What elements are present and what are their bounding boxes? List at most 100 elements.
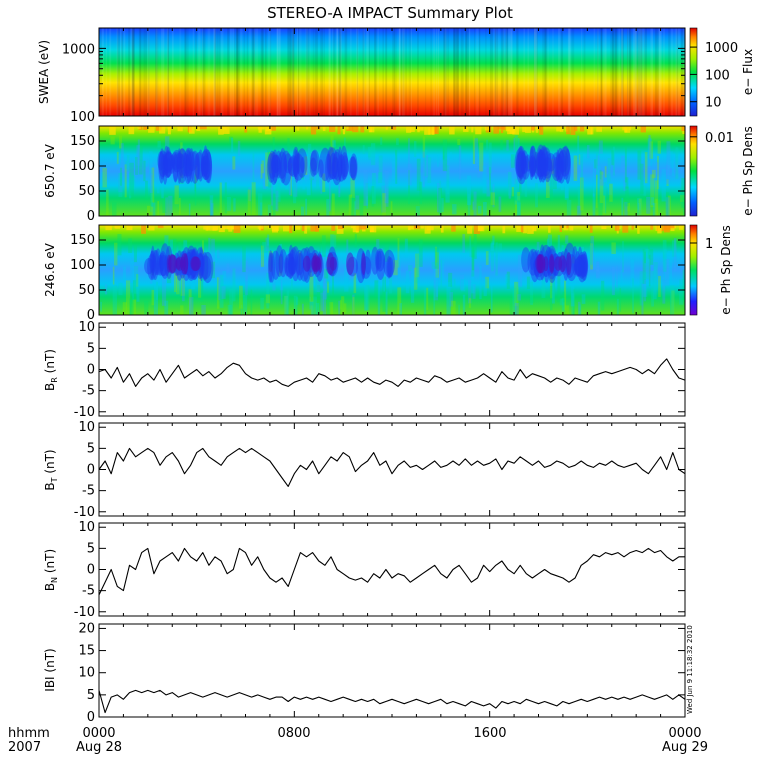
spectrogram-streak xyxy=(329,28,331,116)
low-density-blob xyxy=(520,152,527,174)
spectrogram-streak xyxy=(621,155,625,173)
spectrogram-streak xyxy=(467,193,471,216)
low-density-blob xyxy=(515,151,525,178)
spectrogram-streak xyxy=(566,126,570,135)
spectrogram-streak xyxy=(604,166,607,178)
spectrogram-streak xyxy=(265,152,269,187)
spectrogram-streak xyxy=(218,225,225,233)
spectrogram-streak xyxy=(211,203,214,216)
low-density-blob xyxy=(203,149,212,183)
low-density-blob xyxy=(176,148,188,184)
spectrogram-streak xyxy=(374,28,377,116)
spectrogram-streak xyxy=(336,225,344,234)
spectrogram-streak xyxy=(138,28,142,116)
spectrogram-streak xyxy=(291,28,295,116)
spectrogram-streak xyxy=(524,171,528,197)
spectrogram-streak xyxy=(258,225,262,231)
spectrogram-streak xyxy=(661,169,666,202)
pad-650-panel: 0 50 100 150 650.7 eV 0.01 e− Ph Sp Dens xyxy=(43,125,755,224)
spectrogram-streak xyxy=(459,274,464,290)
spectrogram-streak xyxy=(502,126,506,131)
spectrogram-streak xyxy=(182,276,185,302)
low-density-blob xyxy=(159,251,167,277)
spectrogram-streak xyxy=(659,28,662,116)
spectrogram-streak xyxy=(612,28,615,116)
spectrogram-streak xyxy=(268,250,273,272)
spectrogram-streak xyxy=(473,138,479,169)
spectrogram-streak xyxy=(232,28,235,116)
spectrogram-streak xyxy=(650,225,654,230)
spectrogram-streak xyxy=(186,28,189,116)
row-label-year: 2007 xyxy=(8,740,41,755)
spectrogram-streak xyxy=(463,126,469,132)
spectrogram-streak xyxy=(667,195,671,216)
spectrogram-streak xyxy=(119,28,123,116)
spectrogram-streak xyxy=(668,28,671,116)
spectrogram-streak xyxy=(376,239,380,253)
spectrogram-streak xyxy=(285,166,289,190)
spectrogram-streak xyxy=(468,298,471,308)
spectrogram-streak xyxy=(408,28,412,116)
spectrogram-streak xyxy=(161,270,167,306)
spectrogram-streak xyxy=(477,225,483,231)
spectrogram-streak xyxy=(457,138,461,145)
spectrogram-streak xyxy=(553,266,558,274)
spectrogram-streak xyxy=(497,28,500,116)
spectrogram-streak xyxy=(561,178,564,191)
spectrogram-streak xyxy=(539,126,544,135)
spectrogram-streak xyxy=(629,28,631,116)
spectrogram-streak xyxy=(136,145,140,166)
spectrogram-streak xyxy=(221,286,226,299)
spectrogram-streak xyxy=(114,225,117,229)
low-density-blob xyxy=(529,146,535,178)
spectrogram-streak xyxy=(601,280,605,311)
spectrogram-streak xyxy=(662,277,666,304)
spectrogram-streak xyxy=(312,160,316,175)
spectrogram-streak xyxy=(310,126,317,135)
spectrogram-streak xyxy=(623,165,627,191)
low-density-blob xyxy=(171,149,183,173)
spectrogram-streak xyxy=(490,284,493,313)
spectrogram-streak xyxy=(220,28,224,116)
low-density-blob xyxy=(325,153,332,183)
spectrogram-streak xyxy=(125,280,131,315)
spectrogram-streak xyxy=(218,126,224,135)
spectrogram-streak xyxy=(439,180,442,216)
low-density-blob xyxy=(201,251,214,284)
y-tick-label: -10 xyxy=(74,605,95,620)
spectrogram-streak xyxy=(244,126,248,133)
spectrogram-streak xyxy=(446,165,450,194)
spectrogram-streak xyxy=(229,28,232,116)
spectrogram-streak xyxy=(437,28,440,116)
swea-colorbar-label: e− Flux xyxy=(741,49,755,95)
y-tick-label: 1000 xyxy=(62,42,95,57)
bmag-panel: 0 5 10 15 20 IBI (nT) Wed Jun 9 11:18:32 201… xyxy=(43,621,694,725)
spectrogram-streak xyxy=(129,298,134,315)
spectrogram-streak xyxy=(549,285,553,311)
spectrogram-streak xyxy=(251,28,255,116)
low-density-blob xyxy=(193,151,205,180)
spectrogram-streak xyxy=(580,153,584,189)
spectrogram-streak xyxy=(272,137,275,157)
spectrogram-streak xyxy=(315,258,320,293)
spectrogram-streak xyxy=(639,28,643,116)
spectrogram-streak xyxy=(532,225,537,232)
low-density-blob xyxy=(163,151,174,177)
spectrogram-streak xyxy=(353,273,357,294)
spectrogram-streak xyxy=(342,255,347,264)
spectrogram-streak xyxy=(657,140,661,154)
spectrogram-streak xyxy=(301,225,305,232)
spectrogram-streak xyxy=(472,135,476,165)
spectrogram-streak xyxy=(664,259,670,286)
spectrogram-streak xyxy=(188,203,191,216)
spectrogram-streak xyxy=(627,28,629,116)
spectrogram-streak xyxy=(561,297,565,312)
low-density-blob xyxy=(149,250,156,273)
spectrogram-streak xyxy=(353,256,358,275)
spectrogram-streak xyxy=(619,288,622,312)
spectrogram-streak xyxy=(310,225,318,232)
time-tick-1600: 1600 xyxy=(473,726,506,741)
spectrogram-streak xyxy=(666,179,669,187)
spectrogram-streak xyxy=(270,184,273,206)
low-density-blob xyxy=(573,257,585,277)
